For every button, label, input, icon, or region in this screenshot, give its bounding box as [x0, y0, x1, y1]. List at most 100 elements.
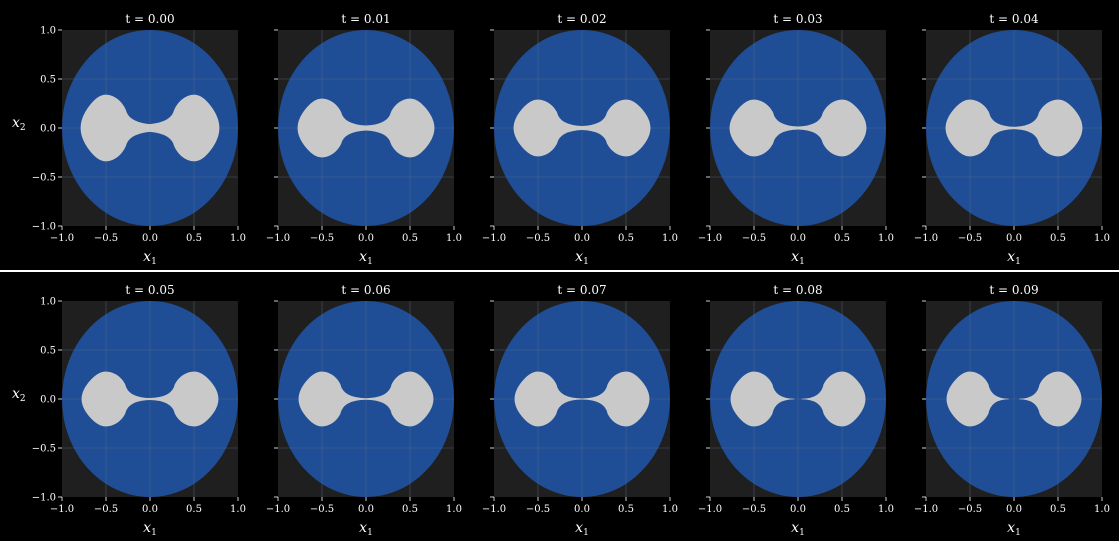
x-tick-label: −1.0: [698, 233, 722, 244]
chart-row-1: t = 0.00 −1.0 −0.5 0.0 0.5 1.0 x1 −1.0 −0.5 0.0 0.…: [12, 12, 1110, 267]
panel-title: t = 0.02: [557, 12, 606, 26]
x-tick-label: 0.0: [1006, 504, 1022, 515]
left-lobe: [730, 371, 795, 427]
x-tick-label: 0.5: [1050, 504, 1066, 515]
x-tick-label: 1.0: [1094, 504, 1110, 515]
x-axis-label: x1: [791, 249, 805, 267]
row-separator: [0, 270, 1119, 272]
x-tick-label: −0.5: [94, 504, 118, 515]
right-lobe: [1014, 99, 1083, 157]
panel-title: t = 0.03: [773, 12, 822, 26]
x-tick-label: −1.0: [482, 233, 506, 244]
x-tick-label: 0.5: [186, 233, 202, 244]
x-tick-label: 0.5: [1050, 233, 1066, 244]
right-lobe: [366, 98, 435, 158]
left-lobe: [81, 371, 150, 427]
x-tick-label: 0.0: [790, 233, 806, 244]
panel-title: t = 0.05: [125, 283, 174, 297]
x-tick-label: −0.5: [742, 233, 766, 244]
x-axis-label: x1: [791, 520, 805, 538]
x-tick-label: 1.0: [878, 233, 894, 244]
panel-t-0.06: t = 0.06 −1.0 −0.5 0.0 0.5 1.0 x1: [266, 283, 462, 538]
x-tick-label: 0.0: [142, 233, 158, 244]
left-lobe: [297, 98, 366, 158]
right-lobe: [150, 371, 219, 427]
panel-title: t = 0.06: [341, 283, 390, 297]
x-axis-label: x1: [1007, 249, 1021, 267]
left-lobe: [298, 371, 366, 427]
x-tick-label: 0.5: [402, 504, 418, 515]
x-axis-label: x1: [143, 520, 157, 538]
x-tick-label: −1.0: [914, 233, 938, 244]
panel-t-0.02: t = 0.02 −1.0 −0.5 0.0 0.5 1.0 x1: [482, 12, 678, 267]
right-lobe: [582, 371, 650, 427]
left-lobe: [513, 99, 582, 157]
x-tick-label: −0.5: [742, 504, 766, 515]
y-tick-label: −1.0: [32, 222, 56, 233]
panel-t-0.07: t = 0.07 −1.0 −0.5 0.0 0.5 1.0 x1: [482, 283, 678, 538]
left-lobe: [80, 94, 150, 162]
panel-title: t = 0.09: [989, 283, 1038, 297]
left-lobe: [945, 99, 1014, 157]
x-tick-label: 0.5: [618, 233, 634, 244]
x-axis-label: x1: [575, 520, 589, 538]
right-lobe: [582, 99, 651, 157]
x-tick-label: 0.0: [358, 233, 374, 244]
y-axis-label: x2: [12, 115, 26, 133]
x-tick-label: −1.0: [482, 504, 506, 515]
x-tick-label: −0.5: [94, 233, 118, 244]
x-tick-label: 0.0: [358, 504, 374, 515]
x-tick-label: 0.5: [186, 504, 202, 515]
x-tick-label: −0.5: [958, 233, 982, 244]
panel-title: t = 0.00: [125, 12, 174, 26]
panel-title: t = 0.01: [341, 12, 390, 26]
y-tick-label: 1.0: [40, 297, 56, 308]
x-tick-label: 1.0: [878, 504, 894, 515]
x-tick-label: 0.5: [834, 233, 850, 244]
panel-t-0.05: t = 0.05 −1.0 −0.5 0.0 0.5 1.0 x1 −1.0 −0.5 0.0 0.…: [12, 283, 246, 538]
x-tick-label: −0.5: [958, 504, 982, 515]
chart-row-2: t = 0.05 −1.0 −0.5 0.0 0.5 1.0 x1 −1.0 −0.5 0.0 0.…: [12, 283, 1110, 538]
x-tick-label: −1.0: [266, 504, 290, 515]
x-tick-label: −0.5: [526, 233, 550, 244]
x-tick-label: 1.0: [446, 504, 462, 515]
x-tick-label: 0.0: [142, 504, 158, 515]
panel-t-0.00: t = 0.00 −1.0 −0.5 0.0 0.5 1.0 x1 −1.0 −0.5 0.0 0.…: [12, 12, 246, 267]
y-tick-label: 0.0: [40, 124, 56, 135]
x-tick-label: 0.5: [834, 504, 850, 515]
x-tick-label: 0.5: [402, 233, 418, 244]
right-lobe: [798, 99, 867, 157]
x-axis-label: x1: [575, 249, 589, 267]
x-tick-label: 0.0: [574, 233, 590, 244]
panel-title: t = 0.08: [773, 283, 822, 297]
panel-title: t = 0.07: [557, 283, 606, 297]
x-tick-label: 1.0: [662, 233, 678, 244]
x-tick-label: −0.5: [526, 504, 550, 515]
x-tick-label: 1.0: [662, 504, 678, 515]
right-lobe: [1019, 371, 1082, 427]
panel-t-0.03: t = 0.03 −1.0 −0.5 0.0 0.5 1.0 x1: [698, 12, 894, 267]
x-tick-label: 1.0: [230, 233, 246, 244]
y-tick-label: 0.5: [40, 346, 56, 357]
y-tick-label: −0.5: [32, 444, 56, 455]
panel-t-0.09: t = 0.09 −1.0 −0.5 0.0 0.5 1.0 x1: [914, 283, 1110, 538]
x-axis-label: x1: [359, 249, 373, 267]
panel-t-0.01: t = 0.01 −1.0 −0.5 0.0 0.5 1.0 x1: [266, 12, 462, 267]
panel-t-0.08: t = 0.08 −1.0 −0.5 0.0 0.5 1.0 x1: [698, 283, 894, 538]
x-tick-label: −0.5: [310, 233, 334, 244]
x-tick-label: −1.0: [266, 233, 290, 244]
x-tick-label: −1.0: [914, 504, 938, 515]
x-tick-label: 1.0: [1094, 233, 1110, 244]
y-tick-label: 0.5: [40, 75, 56, 86]
y-tick-label: 1.0: [40, 26, 56, 37]
panel-title: t = 0.04: [989, 12, 1039, 26]
x-tick-label: 0.5: [618, 504, 634, 515]
right-lobe: [150, 94, 220, 162]
y-tick-label: 0.0: [40, 395, 56, 406]
x-axis-label: x1: [143, 249, 157, 267]
left-lobe: [729, 99, 798, 157]
y-tick-label: −0.5: [32, 173, 56, 184]
right-lobe: [801, 371, 866, 427]
x-axis-label: x1: [359, 520, 373, 538]
x-tick-label: 0.0: [574, 504, 590, 515]
